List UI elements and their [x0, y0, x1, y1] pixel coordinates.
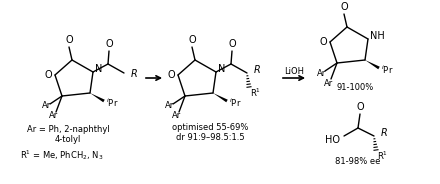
Text: $^i$Pr: $^i$Pr — [229, 97, 241, 109]
Polygon shape — [213, 93, 228, 102]
Text: $^i$Pr: $^i$Pr — [381, 64, 393, 76]
Text: 91-100%: 91-100% — [336, 84, 374, 93]
Text: O: O — [188, 35, 196, 45]
Text: Ar: Ar — [317, 68, 326, 77]
Text: Ar: Ar — [165, 102, 175, 111]
Text: O: O — [228, 39, 236, 49]
Text: R$^1$ = Me, PhCH$_2$, N$_3$: R$^1$ = Me, PhCH$_2$, N$_3$ — [20, 148, 104, 162]
Text: O: O — [340, 2, 348, 12]
Text: LiOH: LiOH — [284, 68, 304, 77]
Text: 4-tolyl: 4-tolyl — [55, 135, 81, 144]
Text: Ar: Ar — [42, 102, 51, 111]
Text: O: O — [65, 35, 73, 45]
Text: O: O — [167, 70, 175, 80]
Text: Ar: Ar — [49, 112, 59, 121]
Text: HO: HO — [324, 135, 340, 145]
Polygon shape — [90, 93, 105, 102]
Polygon shape — [365, 60, 380, 69]
Text: optimised 55-69%: optimised 55-69% — [172, 123, 248, 132]
Text: Ar: Ar — [324, 79, 334, 88]
Text: R: R — [381, 128, 387, 138]
Text: NH: NH — [370, 31, 385, 41]
Text: N: N — [95, 64, 103, 74]
Text: O: O — [44, 70, 52, 80]
Text: N: N — [218, 64, 226, 74]
Text: R$^1$: R$^1$ — [378, 150, 389, 162]
Text: $^i$Pr: $^i$Pr — [106, 97, 118, 109]
Text: dr 91:9–98.5:1.5: dr 91:9–98.5:1.5 — [176, 134, 244, 142]
Text: O: O — [319, 37, 327, 47]
Text: R$^1$: R$^1$ — [250, 87, 261, 99]
Text: R: R — [131, 69, 137, 79]
Text: Ar = Ph, 2-naphthyl: Ar = Ph, 2-naphthyl — [27, 125, 110, 135]
Text: 81-98% ee: 81-98% ee — [335, 158, 381, 167]
Text: Ar: Ar — [172, 112, 182, 121]
Text: O: O — [105, 39, 113, 49]
Text: O: O — [356, 102, 364, 112]
Text: R: R — [253, 65, 260, 75]
